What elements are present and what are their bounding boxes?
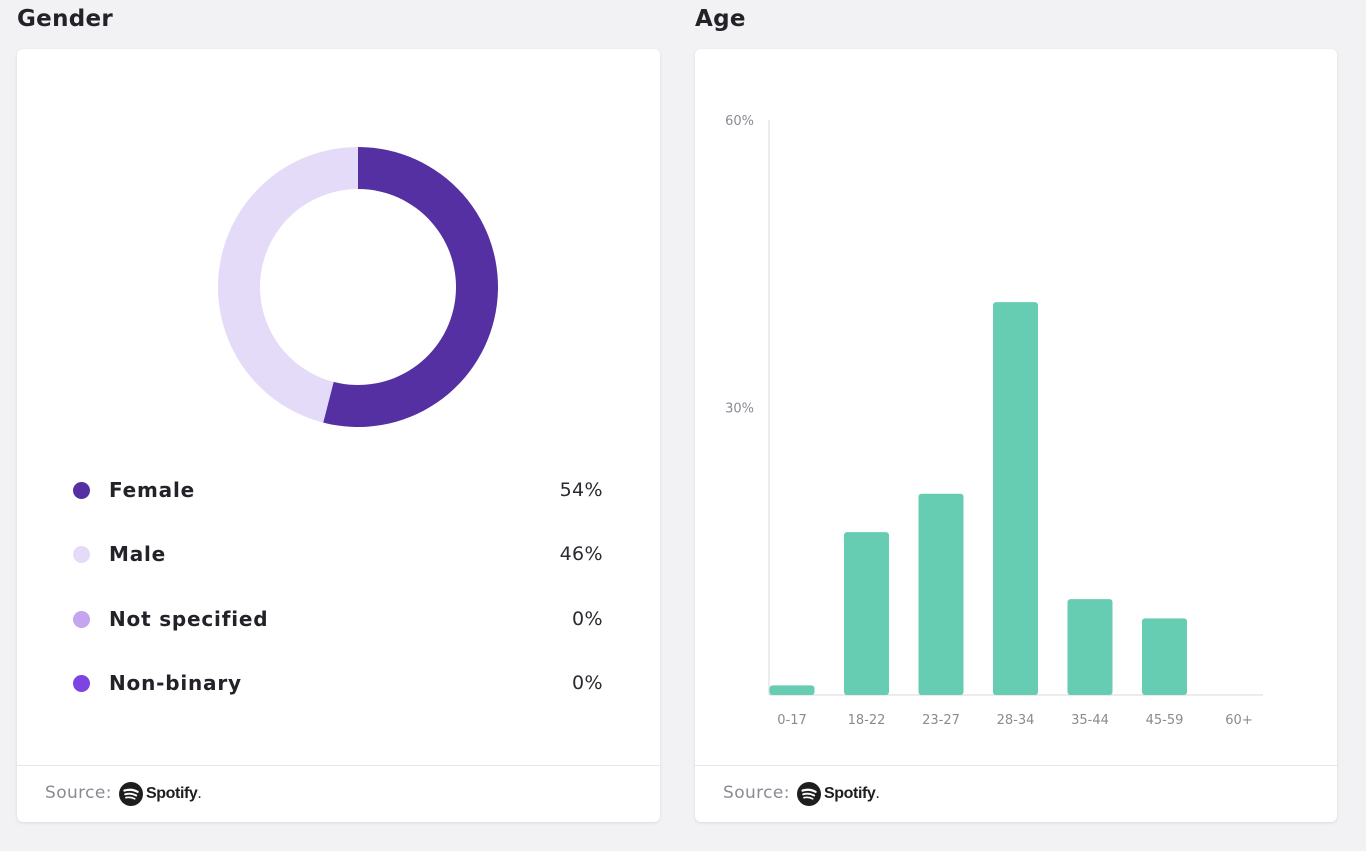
gender-section-title: Gender bbox=[17, 6, 114, 32]
age-bar-chart: 30% 60% 0-17 18-22 23-27 28-34 35-44 45-59 60+ bbox=[725, 114, 1263, 728]
legend-value-female: 54% bbox=[559, 479, 603, 501]
x-tick-label: 45-59 bbox=[1146, 713, 1184, 728]
donut-slice-female[interactable] bbox=[323, 147, 498, 428]
spotify-icon bbox=[797, 782, 821, 806]
spotify-wordmark: Spotify bbox=[146, 785, 201, 803]
spotify-wordmark: Spotify bbox=[824, 785, 879, 803]
x-tick-label: 18-22 bbox=[848, 713, 886, 728]
not-specified-dot bbox=[73, 610, 90, 628]
age-section-title: Age bbox=[695, 6, 746, 32]
female-dot bbox=[73, 481, 90, 499]
legend-item-male: Male 46% bbox=[73, 539, 603, 569]
legend-value-male: 46% bbox=[559, 543, 603, 565]
bar-18-22[interactable] bbox=[844, 532, 889, 695]
bar-35-44[interactable] bbox=[1067, 599, 1113, 695]
gender-card: Female 54% Male 46% Not specified 0% Non… bbox=[17, 49, 660, 822]
legend-value-non-binary: 0% bbox=[572, 672, 603, 694]
legend-item-female: Female 54% bbox=[73, 475, 603, 505]
x-tick-label: 0-17 bbox=[777, 713, 807, 728]
legend-label-female: Female bbox=[109, 478, 195, 502]
legend-label-non-binary: Non-binary bbox=[109, 671, 242, 695]
source-label: Source: bbox=[723, 783, 790, 803]
bar-45-59[interactable] bbox=[1142, 618, 1187, 695]
legend-label-male: Male bbox=[109, 542, 167, 566]
bar-28-34[interactable] bbox=[993, 302, 1038, 695]
source-label: Source: bbox=[45, 783, 112, 803]
x-tick-label: 23-27 bbox=[922, 713, 960, 728]
donut-slice-male[interactable] bbox=[217, 147, 358, 423]
bar-23-27[interactable] bbox=[918, 493, 964, 695]
legend-item-non-binary: Non-binary 0% bbox=[73, 668, 603, 698]
gender-donut-chart bbox=[217, 147, 498, 428]
spotify-logo[interactable]: Spotify bbox=[797, 782, 879, 806]
x-tick-label: 35-44 bbox=[1071, 713, 1109, 728]
x-tick-label: 60+ bbox=[1225, 713, 1252, 728]
y-tick-label: 60% bbox=[725, 114, 754, 129]
age-card-footer: Source: Spotify bbox=[695, 765, 1337, 822]
age-card: 30% 60% 0-17 18-22 23-27 28-34 35-44 45-59 60+ S… bbox=[695, 49, 1337, 822]
x-tick-label: 28-34 bbox=[997, 713, 1035, 728]
y-tick-label: 30% bbox=[725, 402, 754, 417]
male-dot bbox=[73, 545, 90, 563]
legend-label-not-specified: Not specified bbox=[109, 607, 269, 631]
gender-card-footer: Source: Spotify bbox=[17, 765, 660, 822]
spotify-logo[interactable]: Spotify bbox=[119, 782, 201, 806]
spotify-icon bbox=[119, 782, 143, 806]
bar-0-17[interactable] bbox=[769, 685, 815, 695]
legend-item-not-specified: Not specified 0% bbox=[73, 604, 603, 634]
legend-value-not-specified: 0% bbox=[572, 608, 603, 630]
non-binary-dot bbox=[73, 674, 90, 692]
